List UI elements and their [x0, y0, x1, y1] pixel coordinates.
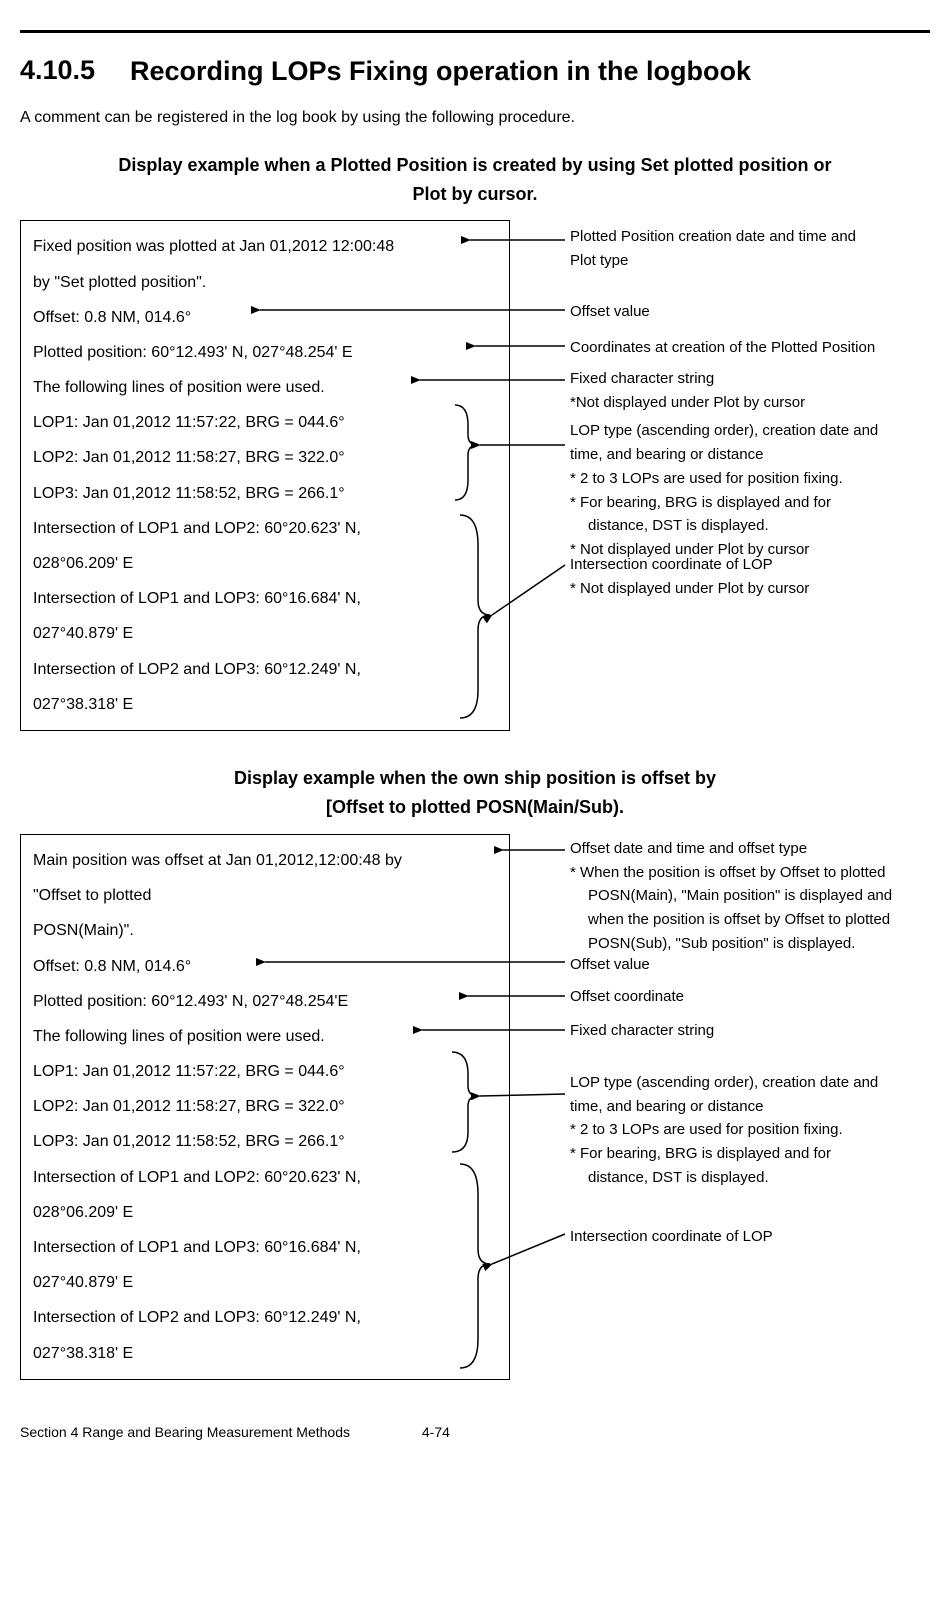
annot-plotted-position: Plotted Position creation date and time … [570, 226, 950, 274]
annot-text: * 2 to 3 LOPs are used for position fixi… [570, 1119, 950, 1141]
annot-offset-value-2: Offset value [570, 954, 950, 978]
annot-text: Offset date and time and offset type [570, 838, 950, 860]
log-line: Intersection of LOP2 and LOP3: 60°12.249… [33, 1300, 497, 1335]
log-line: Offset: 0.8 NM, 014.6° [33, 949, 497, 984]
intro-paragraph: A comment can be registered in the log b… [20, 109, 930, 127]
annot-offset-value: Offset value [570, 301, 950, 325]
annot-text: Coordinates at creation of the Plotted P… [570, 337, 950, 359]
log-line: LOP2: Jan 01,2012 11:58:27, BRG = 322.0° [33, 1089, 497, 1124]
log-line: LOP3: Jan 01,2012 11:58:52, BRG = 266.1° [33, 476, 497, 511]
section-title-text: Recording LOPs Fixing operation in the l… [130, 55, 930, 89]
log-line: Offset: 0.8 NM, 014.6° [33, 300, 497, 335]
annot-text: distance, DST is displayed. [570, 1167, 950, 1189]
annot-text: Fixed character string [570, 1020, 950, 1042]
example1-log-box: Fixed position was plotted at Jan 01,201… [20, 220, 510, 731]
log-line: Main position was offset at Jan 01,2012,… [33, 843, 497, 878]
log-line: 027°40.879' E [33, 616, 497, 651]
log-line: 027°38.318' E [33, 1336, 497, 1371]
annot-text: Intersection coordinate of LOP [570, 554, 950, 576]
log-line: The following lines of position were use… [33, 370, 497, 405]
annot-text: when the position is offset by Offset to… [570, 909, 950, 931]
example1-diagram: Fixed position was plotted at Jan 01,201… [20, 220, 930, 730]
log-line: Intersection of LOP1 and LOP2: 60°20.623… [33, 511, 497, 546]
annot-lop-type: LOP type (ascending order), creation dat… [570, 420, 950, 563]
annot-text: LOP type (ascending order), creation dat… [570, 1072, 950, 1094]
annot-text: distance, DST is displayed. [570, 515, 950, 537]
example2-title-line2: [Offset to plotted POSN(Main/Sub). [326, 797, 624, 817]
log-line: LOP3: Jan 01,2012 11:58:52, BRG = 266.1° [33, 1124, 497, 1159]
section-heading: 4.10.5 Recording LOPs Fixing operation i… [20, 55, 930, 89]
annot-text: Offset value [570, 954, 950, 976]
annot-text: Intersection coordinate of LOP [570, 1226, 950, 1248]
annot-text: * Not displayed under Plot by cursor [570, 578, 950, 600]
example2-title-line1: Display example when the own ship positi… [234, 768, 716, 788]
annot-text: Fixed character string [570, 368, 950, 390]
log-line: Plotted position: 60°12.493' N, 027°48.2… [33, 984, 497, 1019]
log-line: The following lines of position were use… [33, 1019, 497, 1054]
annot-text: POSN(Sub), "Sub position" is displayed. [570, 933, 950, 955]
example1-title-line2: Plot by cursor. [412, 184, 537, 204]
annot-text: Offset value [570, 301, 950, 323]
annot-offset-date: Offset date and time and offset type * W… [570, 838, 950, 957]
example2-diagram: Main position was offset at Jan 01,2012,… [20, 834, 930, 1382]
log-line: Fixed position was plotted at Jan 01,201… [33, 229, 497, 264]
example1-title: Display example when a Plotted Position … [30, 151, 920, 209]
log-line: LOP1: Jan 01,2012 11:57:22, BRG = 044.6° [33, 405, 497, 440]
annot-intersection: Intersection coordinate of LOP * Not dis… [570, 554, 950, 602]
annot-text: Offset coordinate [570, 986, 950, 1008]
section-number: 4.10.5 [20, 55, 130, 86]
log-line: "Offset to plotted [33, 878, 497, 913]
log-line: Plotted position: 60°12.493' N, 027°48.2… [33, 335, 497, 370]
annot-text: Plot type [570, 250, 950, 272]
example2-title: Display example when the own ship positi… [30, 764, 920, 822]
annot-text: time, and bearing or distance [570, 1096, 950, 1118]
annot-coordinates: Coordinates at creation of the Plotted P… [570, 337, 950, 361]
footer-page-number: 4-74 [422, 1424, 450, 1440]
annot-text: *Not displayed under Plot by cursor [570, 392, 950, 414]
annot-text: * When the position is offset by Offset … [570, 862, 950, 884]
annot-fixed-string: Fixed character string *Not displayed un… [570, 368, 950, 416]
page-footer: Section 4 Range and Bearing Measurement … [20, 1424, 930, 1440]
annot-offset-coord: Offset coordinate [570, 986, 950, 1010]
annot-text: * For bearing, BRG is displayed and for [570, 1143, 950, 1165]
annot-intersection-2: Intersection coordinate of LOP [570, 1226, 950, 1250]
annot-text: time, and bearing or distance [570, 444, 950, 466]
top-rule [20, 30, 930, 33]
log-line: Intersection of LOP1 and LOP2: 60°20.623… [33, 1160, 497, 1195]
log-line: 027°40.879' E [33, 1265, 497, 1300]
annot-text: LOP type (ascending order), creation dat… [570, 420, 950, 442]
log-line: POSN(Main)". [33, 913, 497, 948]
log-line: Intersection of LOP1 and LOP3: 60°16.684… [33, 581, 497, 616]
footer-section-label: Section 4 Range and Bearing Measurement … [20, 1424, 350, 1440]
annot-text: * 2 to 3 LOPs are used for position fixi… [570, 468, 950, 490]
example2-log-box: Main position was offset at Jan 01,2012,… [20, 834, 510, 1380]
log-line: 028°06.209' E [33, 546, 497, 581]
annot-text: POSN(Main), "Main position" is displayed… [570, 885, 950, 907]
log-line: Intersection of LOP2 and LOP3: 60°12.249… [33, 652, 497, 687]
log-line: by "Set plotted position". [33, 265, 497, 300]
log-line: 027°38.318' E [33, 687, 497, 722]
example1-title-line1: Display example when a Plotted Position … [118, 155, 831, 175]
log-line: LOP2: Jan 01,2012 11:58:27, BRG = 322.0° [33, 440, 497, 475]
log-line: 028°06.209' E [33, 1195, 497, 1230]
annot-text: Plotted Position creation date and time … [570, 226, 950, 248]
annot-text: * For bearing, BRG is displayed and for [570, 492, 950, 514]
log-line: LOP1: Jan 01,2012 11:57:22, BRG = 044.6° [33, 1054, 497, 1089]
annot-lop-type-2: LOP type (ascending order), creation dat… [570, 1072, 950, 1191]
annot-fixed-string-2: Fixed character string [570, 1020, 950, 1044]
log-line: Intersection of LOP1 and LOP3: 60°16.684… [33, 1230, 497, 1265]
